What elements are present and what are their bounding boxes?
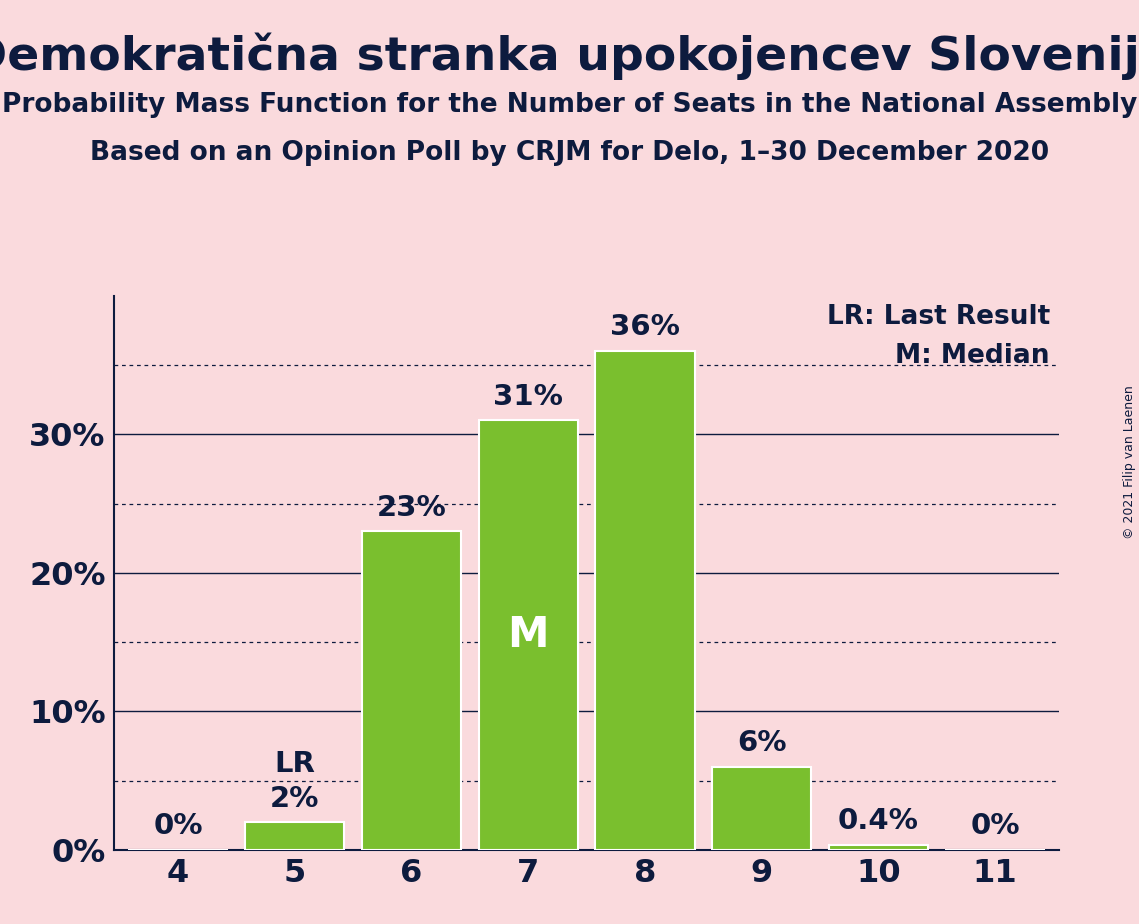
Text: Based on an Opinion Poll by CRJM for Delo, 1–30 December 2020: Based on an Opinion Poll by CRJM for Del… <box>90 140 1049 166</box>
Text: 6%: 6% <box>737 729 786 758</box>
Text: © 2021 Filip van Laenen: © 2021 Filip van Laenen <box>1123 385 1137 539</box>
Bar <box>596 351 695 850</box>
Text: LR: Last Result: LR: Last Result <box>827 304 1050 330</box>
Text: 23%: 23% <box>377 493 446 521</box>
Bar <box>829 845 928 850</box>
Text: 36%: 36% <box>611 313 680 342</box>
Text: M: Median: M: Median <box>895 343 1050 369</box>
Text: Demokratična stranka upokojencev Slovenije: Demokratična stranka upokojencev Sloveni… <box>0 32 1139 79</box>
Bar <box>712 767 811 850</box>
Text: 2%: 2% <box>270 784 320 813</box>
Text: M: M <box>508 614 549 656</box>
Text: LR: LR <box>274 750 316 778</box>
Bar <box>245 822 344 850</box>
Text: 0.4%: 0.4% <box>838 807 919 835</box>
Text: Probability Mass Function for the Number of Seats in the National Assembly: Probability Mass Function for the Number… <box>2 92 1137 118</box>
Text: 0%: 0% <box>154 812 203 841</box>
Bar <box>478 420 577 850</box>
Text: 0%: 0% <box>970 812 1019 841</box>
Text: 31%: 31% <box>493 383 563 411</box>
Bar <box>362 531 461 850</box>
